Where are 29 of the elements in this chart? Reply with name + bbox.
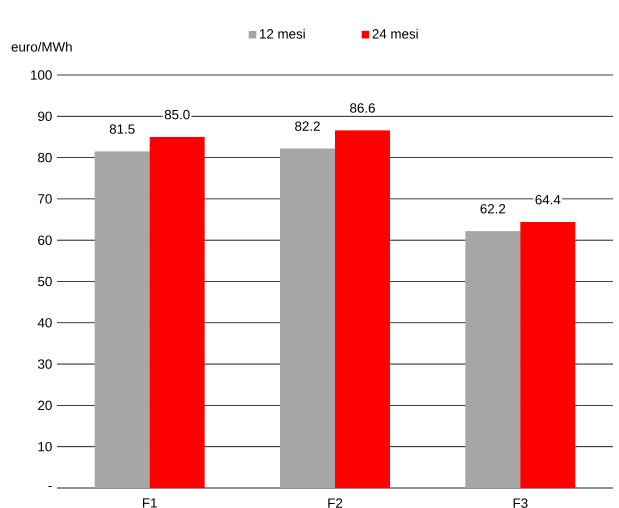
bar (520, 222, 576, 488)
y-tick-label: - (48, 486, 52, 487)
bar (465, 231, 520, 488)
legend-label: 12 mesi (260, 28, 305, 39)
x-tick-label: F1 (142, 498, 157, 508)
data-label: 62.2 (480, 204, 506, 214)
y-tick-label: 40 (38, 318, 52, 328)
legend-label: 24 mesi (372, 28, 418, 39)
data-label: 81.5 (110, 124, 135, 134)
x-tick-label: F2 (328, 498, 342, 508)
y-tick-label: 100 (31, 70, 52, 80)
bar (280, 148, 336, 488)
y-tick-label: 60 (38, 235, 52, 245)
data-label: 64.4 (536, 194, 560, 204)
y-tick-label: 30 (38, 359, 52, 369)
y-tick-label: 20 (38, 400, 52, 410)
y-tick-label: 10 (38, 442, 52, 452)
y-axis-title: euro/MWh (12, 42, 72, 52)
bar (335, 130, 390, 488)
bar (94, 151, 150, 488)
y-tick-label: 50 (38, 276, 52, 286)
data-label: 86.6 (350, 103, 375, 113)
y-tick-label: 90 (38, 112, 52, 122)
data-label: 82.2 (295, 121, 320, 131)
data-label: 85.0 (164, 110, 190, 120)
x-tick-label: F3 (514, 498, 528, 508)
y-tick-label: 70 (38, 194, 52, 204)
y-tick-label: 80 (38, 152, 52, 162)
bar (150, 136, 205, 488)
